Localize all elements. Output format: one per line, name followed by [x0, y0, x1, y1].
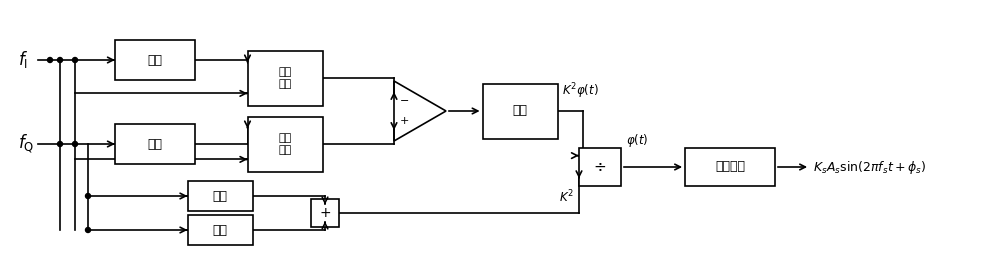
Circle shape — [86, 193, 90, 198]
Circle shape — [72, 58, 78, 62]
Text: +: + — [319, 206, 331, 220]
Text: 微分: 微分 — [148, 138, 162, 150]
Text: −: − — [400, 96, 409, 106]
Circle shape — [86, 227, 90, 233]
FancyBboxPatch shape — [311, 199, 339, 227]
FancyBboxPatch shape — [248, 116, 322, 172]
Text: 微分: 微分 — [148, 53, 162, 67]
Circle shape — [58, 141, 62, 147]
Text: $K^2$: $K^2$ — [559, 189, 574, 205]
FancyBboxPatch shape — [685, 148, 775, 186]
FancyBboxPatch shape — [248, 50, 322, 105]
FancyBboxPatch shape — [115, 40, 195, 80]
FancyBboxPatch shape — [115, 124, 195, 164]
Text: $f_\mathrm{Q}$: $f_\mathrm{Q}$ — [18, 133, 34, 155]
Text: $f_\mathrm{I}$: $f_\mathrm{I}$ — [18, 50, 28, 70]
Text: 积分: 积分 — [512, 104, 528, 118]
Text: ÷: ÷ — [594, 159, 606, 175]
Text: 平方: 平方 — [212, 190, 228, 202]
Text: $K_s A_s \sin(2\pi f_s t+\phi_s)$: $K_s A_s \sin(2\pi f_s t+\phi_s)$ — [813, 158, 926, 176]
Text: 交叉
相乘: 交叉 相乘 — [278, 67, 292, 89]
Text: +: + — [400, 116, 409, 126]
FancyBboxPatch shape — [188, 215, 252, 245]
Circle shape — [58, 58, 62, 62]
Circle shape — [72, 141, 78, 147]
Circle shape — [48, 58, 52, 62]
Text: 交叉
相乘: 交叉 相乘 — [278, 133, 292, 155]
Text: 平方: 平方 — [212, 224, 228, 236]
Text: $\varphi(t)$: $\varphi(t)$ — [626, 132, 649, 149]
FancyBboxPatch shape — [482, 84, 558, 138]
Text: $K^2\varphi(t)$: $K^2\varphi(t)$ — [562, 81, 599, 101]
Text: 高通滤波: 高通滤波 — [715, 161, 745, 173]
FancyBboxPatch shape — [579, 148, 621, 186]
FancyBboxPatch shape — [188, 181, 252, 211]
